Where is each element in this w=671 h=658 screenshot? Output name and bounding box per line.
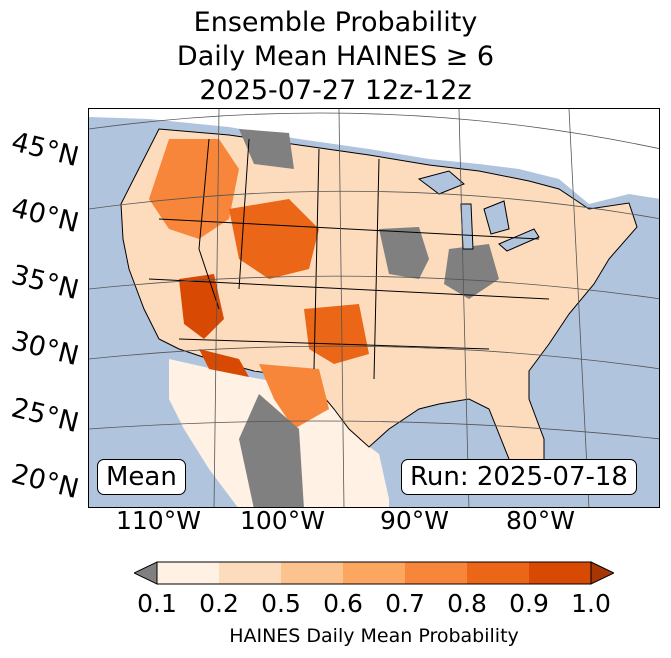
mean-label-box: Mean — [97, 459, 186, 495]
title-line-2: Daily Mean HAINES ≥ 6 — [176, 41, 495, 72]
colorbar-tick-3: 0.6 — [323, 589, 363, 618]
nodata-ohio-valley-area — [444, 244, 499, 299]
nodata-montana-area — [239, 129, 294, 169]
colorbar-under-arrow — [134, 561, 158, 585]
colorbar-tick-4: 0.7 — [385, 589, 425, 618]
lon-label-110: 110°W — [116, 506, 201, 535]
oklahoma-high-area — [304, 304, 369, 364]
sonora-high-area — [199, 349, 249, 377]
colorbar-tick-0: 0.1 — [137, 589, 177, 618]
graticule — [89, 109, 659, 507]
colorbar-segment-6 — [529, 562, 591, 584]
lake-erie — [498, 228, 540, 252]
run-label-box: Run: 2025-07-18 — [401, 459, 637, 495]
lake-superior — [417, 170, 465, 195]
texas-mexico-high-area — [259, 364, 329, 429]
lat-label-35: 35°N — [8, 259, 82, 307]
colorbar-tick-2: 0.5 — [261, 589, 301, 618]
nodata-midwest-area — [379, 227, 429, 279]
lake-michigan — [460, 203, 474, 250]
lat-label-25: 25°N — [8, 392, 82, 440]
colorbar-segment-5 — [467, 562, 529, 584]
colorbar — [134, 561, 614, 585]
probability-map — [89, 109, 659, 507]
lat-label-20: 20°N — [8, 458, 82, 506]
lat-label-45: 45°N — [8, 126, 82, 174]
colorbar-segment-1 — [219, 562, 281, 584]
title-line-3: 2025-07-27 12z-12z — [199, 75, 472, 106]
colorbar-segment-3 — [343, 562, 405, 584]
wyoming-high-area — [229, 199, 319, 279]
colorbar-tick-1: 0.2 — [199, 589, 239, 618]
northwest-high-area — [149, 139, 239, 239]
lon-label-90: 90°W — [380, 506, 450, 535]
lat-label-30: 30°N — [8, 325, 82, 373]
map-panel — [88, 108, 660, 508]
colorbar-label: HAINES Daily Mean Probability — [229, 625, 519, 647]
colorbar-segment-4 — [405, 562, 467, 584]
colorbar-segment-2 — [281, 562, 343, 584]
colorbar-tick-7: 1.0 — [571, 589, 611, 618]
colorbar-tick-6: 0.9 — [509, 589, 549, 618]
lake-huron — [483, 200, 510, 235]
lat-label-40: 40°N — [8, 192, 82, 240]
title-line-1: Ensemble Probability — [193, 7, 478, 38]
colorbar-segment-0 — [157, 562, 219, 584]
lon-label-80: 80°W — [506, 506, 576, 535]
nodata-mexico-area — [239, 394, 304, 507]
colorbar-over-arrow — [590, 561, 614, 585]
state-borders — [148, 138, 550, 380]
lon-label-100: 100°W — [240, 506, 325, 535]
colorbar-tick-5: 0.8 — [447, 589, 487, 618]
canada-land — [89, 109, 659, 204]
